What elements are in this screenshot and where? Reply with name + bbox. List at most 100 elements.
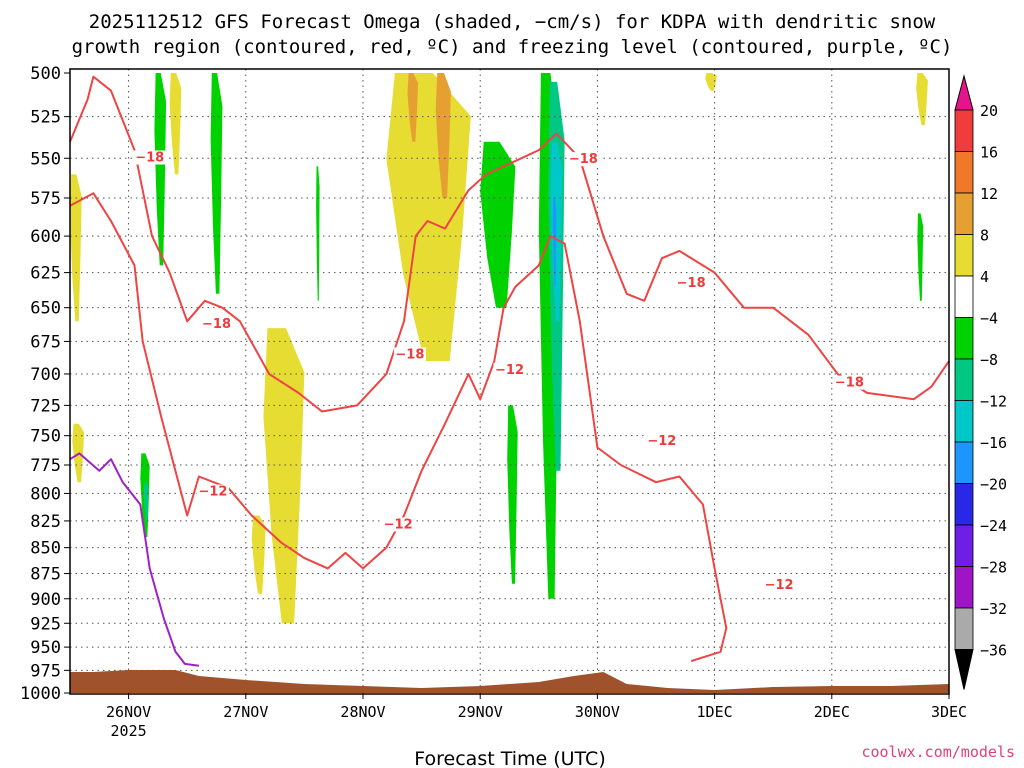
contour-label-bg-3 [493, 362, 526, 377]
colorbar-label-5: −4 [980, 310, 998, 328]
contour-lines [69, 75, 950, 667]
colorbar-bin-8 [954, 441, 974, 484]
omega-region-4 [210, 73, 223, 294]
contour-label-4: −18 [569, 152, 598, 167]
colorbar-label-2: 12 [980, 185, 998, 203]
colorbar-label-13: −36 [980, 642, 1007, 660]
grid [70, 69, 949, 693]
terrain-fill [70, 670, 949, 693]
colorbar-label-7: −12 [980, 393, 1007, 411]
colorbar-bin-5 [954, 317, 974, 360]
omega-shading [70, 73, 928, 624]
terrain-area [70, 670, 949, 693]
chart-title-line-1: 2025112512 GFS Forecast Omega (shaded, −… [89, 11, 936, 33]
omega-region-7 [263, 328, 305, 624]
colorbar-bin-11 [954, 566, 974, 609]
omega-region-0 [70, 174, 82, 322]
y-tick-label-725: 725 [30, 396, 61, 416]
x-tick-label-7: 3DEC [931, 703, 967, 721]
colorbar-label-9: −20 [980, 476, 1007, 494]
y-tick-label-525: 525 [30, 108, 61, 128]
colorbar-label-0: 20 [980, 102, 998, 120]
contour-label-bg-5 [675, 275, 708, 290]
contour-label-8: −12 [384, 517, 413, 532]
contour-labels: −18 −18 −18 −12 −18 −18 −18 −12 −12 −12 −12 [133, 150, 866, 593]
colorbar-label-10: −24 [980, 517, 1007, 535]
y-tick-label-775: 775 [30, 456, 61, 476]
x-tick-label-4: 30NOV [575, 703, 620, 721]
y-tick-label-650: 650 [30, 299, 61, 319]
x-tick-label-0: 26NOV [106, 703, 151, 721]
contour-label-bg-7 [196, 484, 229, 499]
contour-label-2: −18 [395, 347, 424, 362]
contour-label-0: −18 [135, 150, 164, 165]
contour-label-bg-8 [382, 517, 415, 532]
y-axis-ticks: 500 525 550 575 600 625 650 675 700 725 750 775 800 8… [20, 64, 70, 704]
contour-line-contour-18 [69, 192, 728, 663]
y-tick-label-925: 925 [30, 614, 61, 634]
omega-region-2 [154, 73, 167, 266]
contour-label-5: −18 [677, 276, 706, 291]
omega-region-18 [552, 198, 557, 287]
omega-region-14 [507, 405, 518, 584]
y-tick-label-975: 975 [30, 661, 61, 681]
omega-region-8 [251, 515, 266, 594]
y-tick-label-675: 675 [30, 332, 61, 352]
colorbar-bin-6 [954, 358, 974, 401]
colorbar-bin-0 [954, 109, 974, 152]
colorbar-label-11: −28 [980, 559, 1007, 577]
colorbar-bin-4 [954, 275, 974, 318]
y-tick-label-575: 575 [30, 189, 61, 209]
omega-region-6 [143, 482, 149, 521]
y-tick-label-600: 600 [30, 227, 61, 247]
y-tick-label-500: 500 [30, 64, 61, 84]
colorbar-bin-1 [954, 151, 974, 194]
y-tick-label-1000: 1000 [20, 684, 61, 704]
omega-region-21 [916, 73, 928, 126]
colorbar-bin-10 [954, 524, 974, 567]
y-tick-label-750: 750 [30, 427, 61, 447]
y-tick-label-700: 700 [30, 365, 61, 385]
omega-region-13 [480, 141, 516, 308]
contour-label-7: −12 [198, 485, 227, 500]
omega-region-19 [705, 73, 717, 91]
contour-label-bg-2 [393, 347, 426, 362]
y-tick-label-550: 550 [30, 149, 61, 169]
omega-region-12 [435, 73, 451, 198]
contour-label-3: −12 [495, 363, 524, 378]
colorbar-label-8: −16 [980, 434, 1007, 452]
y-tick-label-875: 875 [30, 565, 61, 585]
contour-label-bg-6 [833, 375, 866, 390]
contour-label-10: −12 [765, 578, 794, 593]
colorbar-label-4: 4 [980, 268, 989, 286]
x-tick-sublabel-0: 2025 [111, 722, 147, 740]
colorbar-label-12: −32 [980, 600, 1007, 618]
contour-label-bg-1 [200, 317, 233, 332]
x-tick-label-3: 29NOV [458, 703, 503, 721]
omega-region-1 [72, 423, 85, 483]
credit-link[interactable]: coolwx.com/models [861, 743, 1015, 761]
contour-label-bg-9 [645, 434, 678, 449]
plot-frame [69, 68, 950, 695]
x-tick-label-2: 28NOV [340, 703, 385, 721]
colorbar-bin-3 [954, 234, 974, 277]
x-axis-label: Forecast Time (UTC) [414, 748, 605, 768]
x-tick-label-6: 2DEC [814, 703, 850, 721]
omega-region-17 [550, 141, 563, 322]
x-tick-label-1: 27NOV [223, 703, 268, 721]
y-tick-label-850: 850 [30, 539, 61, 559]
contour-label-bg-0 [133, 150, 166, 165]
omega-region-9 [316, 166, 320, 301]
colorbar-label-1: 16 [980, 144, 998, 162]
colorbar-bin-2 [954, 192, 974, 235]
y-tick-label-800: 800 [30, 484, 61, 504]
colorbar-bin-12 [954, 607, 974, 650]
contour-label-bg-4 [567, 152, 600, 167]
colorbar-label-3: 8 [980, 227, 989, 245]
contour-label-1: −18 [202, 317, 231, 332]
colorbar-over-triangle [954, 74, 974, 111]
y-tick-label-950: 950 [30, 638, 61, 658]
contour-label-bg-10 [763, 577, 796, 592]
y-tick-label-900: 900 [30, 590, 61, 610]
